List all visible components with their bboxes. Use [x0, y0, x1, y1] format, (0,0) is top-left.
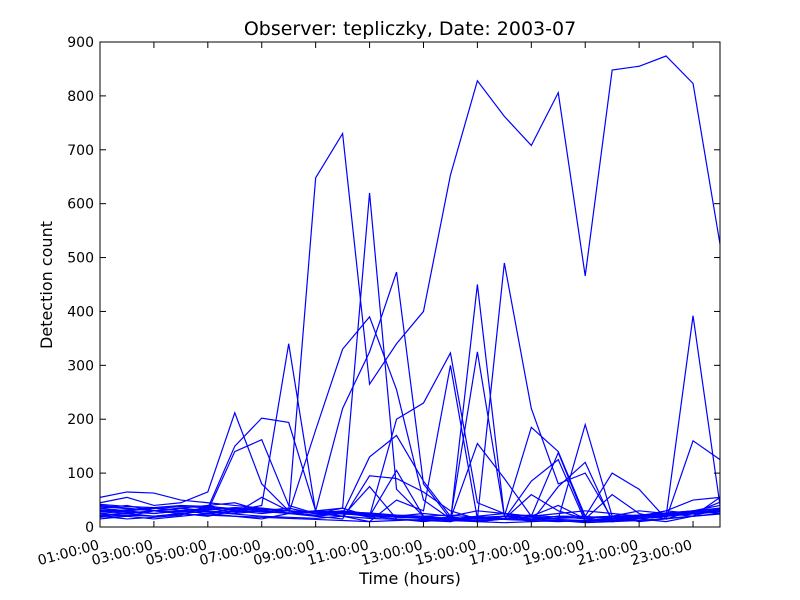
y-tick-label: 900	[67, 35, 94, 51]
series-line-16	[99, 513, 721, 524]
y-tick-label: 100	[67, 466, 94, 482]
y-axis-title: Detection count	[37, 221, 56, 349]
y-axis: 0 100 200 300 400 500 600 700 800 900	[67, 35, 720, 536]
y-tick-label: 700	[67, 143, 94, 159]
y-tick-label: 400	[67, 304, 94, 320]
y-tick-label: 300	[67, 358, 94, 374]
y-tick-label: 0	[85, 520, 94, 536]
x-axis-title: Time (hours)	[358, 569, 461, 588]
y-tick-label: 800	[67, 89, 94, 105]
series-line-1	[99, 55, 721, 512]
series-line-17	[99, 505, 721, 519]
series-layer	[99, 55, 721, 524]
series-line-15	[99, 505, 721, 521]
chart-title: Observer: tepliczky, Date: 2003-07	[244, 18, 576, 40]
plot-frame	[99, 41, 721, 528]
y-tick-label: 200	[67, 412, 94, 428]
series-line-11	[99, 469, 721, 523]
series-line-18	[99, 501, 721, 523]
y-tick-label: 500	[67, 251, 94, 267]
y-tick-label: 600	[67, 197, 94, 213]
